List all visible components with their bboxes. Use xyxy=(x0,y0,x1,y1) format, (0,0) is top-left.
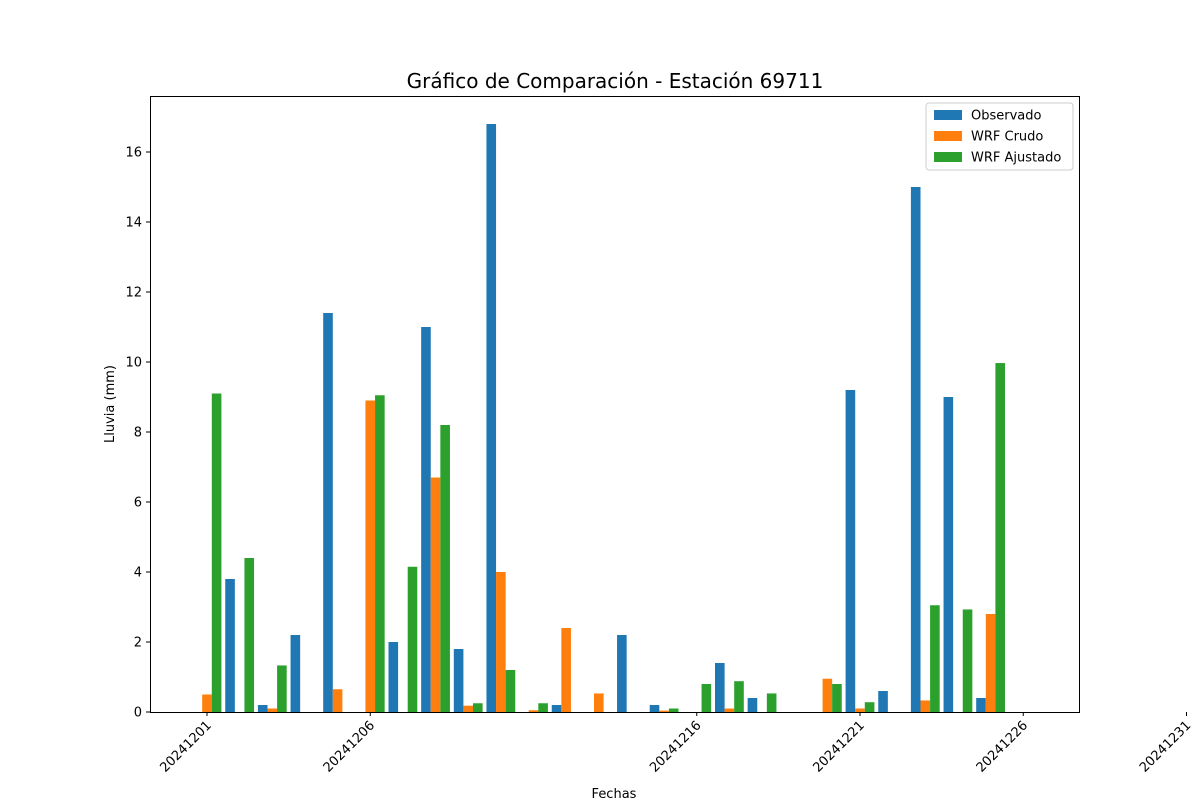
bar-wrf-crudo-20241223 xyxy=(920,700,931,712)
x-tick-label: 20241226 xyxy=(974,718,1031,775)
y-axis-label: Lluvia (mm) xyxy=(103,365,118,443)
bar-observado-20241205 xyxy=(323,313,333,712)
y-tick-label: 12 xyxy=(125,286,142,301)
bar-observado-20241217 xyxy=(715,663,725,712)
x-tick-label: 20241216 xyxy=(647,718,704,775)
bar-wrf-ajustado-20241201 xyxy=(211,393,222,712)
y-axis: 0 2 4 6 8 10 12 14 16 xyxy=(125,146,150,721)
bar-wrf-crudo-20241212 xyxy=(561,628,571,712)
bar-wrf-ajustado-20241217 xyxy=(734,681,744,712)
y-tick-label: 10 xyxy=(125,356,142,371)
bar-observado-20241225 xyxy=(976,698,986,712)
y-tick-label: 0 xyxy=(134,706,142,721)
legend-swatch-wrf-crudo xyxy=(934,131,962,141)
y-tick-label: 8 xyxy=(134,426,142,441)
y-tick-label: 6 xyxy=(134,496,142,511)
x-tick-label: 20241206 xyxy=(321,718,378,775)
bar-wrf-ajustado-20241223 xyxy=(930,605,940,712)
x-tick-label: 20241201 xyxy=(157,718,214,775)
bar-observado-20241208 xyxy=(421,327,431,712)
legend-label-wrf-ajustado: WRF Ajustado xyxy=(971,151,1061,166)
bar-wrf-ajustado-20241210 xyxy=(505,670,516,712)
y-tick-label: 14 xyxy=(125,216,142,231)
plot-frame xyxy=(150,96,1080,713)
bar-observado-20241221 xyxy=(845,390,856,712)
bar-wrf-crudo-20241201 xyxy=(202,694,212,712)
y-tick-label: 16 xyxy=(125,146,142,161)
bar-observado-20241207 xyxy=(388,642,399,712)
legend-box xyxy=(925,102,1074,171)
bar-observado-20241203 xyxy=(257,705,268,712)
y-tick-label: 4 xyxy=(134,566,142,581)
legend-label-wrf-crudo: WRF Crudo xyxy=(971,130,1043,145)
bar-wrf-crudo-20241215 xyxy=(659,710,669,712)
bar-wrf-ajustado-20241218 xyxy=(766,693,777,712)
bar-wrf-crudo-20241221 xyxy=(855,708,865,712)
bar-observado-20241212 xyxy=(551,705,562,712)
x-axis: 20241201 20241206 20241216 20241221 20241226… xyxy=(157,712,1194,776)
bar-wrf-crudo-20241225 xyxy=(985,614,996,712)
bar-wrf-ajustado-20241220 xyxy=(832,684,842,712)
bar-wrf-ajustado-20241207 xyxy=(407,566,418,712)
bar-wrf-crudo-20241220 xyxy=(822,678,833,712)
bar-wrf-crudo-20241205 xyxy=(332,689,343,712)
bar-observado-20241223 xyxy=(910,187,921,712)
bar-wrf-ajustado-20241203 xyxy=(277,665,287,712)
bar-observado-20241215 xyxy=(649,705,660,712)
legend-swatch-wrf-ajustado xyxy=(934,152,962,162)
x-axis-label: Fechas xyxy=(592,787,637,800)
y-tick-label: 2 xyxy=(134,636,142,651)
bar-observado-20241210 xyxy=(486,124,497,712)
bar-observado-20241224 xyxy=(943,397,954,712)
bar-observado-20241202 xyxy=(225,579,235,712)
bar-observado-20241209 xyxy=(453,649,464,712)
bar-wrf-ajustado-20241208 xyxy=(440,425,450,712)
bar-wrf-crudo-20241213 xyxy=(594,693,604,712)
bar-wrf-crudo-20241209 xyxy=(463,705,473,712)
bar-wrf-ajustado-20241209 xyxy=(473,703,483,712)
bar-wrf-crudo-20241211 xyxy=(528,710,539,712)
legend-swatch-observado xyxy=(934,110,962,120)
bar-observado-20241218 xyxy=(747,698,758,712)
bar-wrf-ajustado-20241221 xyxy=(864,702,875,712)
bar-wrf-ajustado-20241225 xyxy=(995,363,1005,712)
bar-wrf-ajustado-20241215 xyxy=(668,708,679,712)
x-tick-label: 20241221 xyxy=(810,718,867,775)
bar-wrf-ajustado-20241216 xyxy=(701,684,712,712)
bars-group xyxy=(202,124,1005,712)
bar-wrf-crudo-20241208 xyxy=(430,477,441,712)
bar-observado-20241204 xyxy=(290,635,301,712)
bar-wrf-ajustado-20241202 xyxy=(244,558,255,712)
legend-label-observado: Observado xyxy=(971,109,1042,124)
bar-observado-20241214 xyxy=(617,635,627,712)
bar-wrf-crudo-20241217 xyxy=(724,708,735,712)
bar-observado-20241222 xyxy=(878,691,888,712)
bar-wrf-crudo-20241206 xyxy=(365,400,376,712)
bar-wrf-crudo-20241210 xyxy=(496,572,506,712)
bar-wrf-crudo-20241203 xyxy=(267,708,278,712)
bar-wrf-ajustado-20241211 xyxy=(538,703,548,712)
legend: Observado WRF Crudo WRF Ajustado xyxy=(925,102,1074,171)
bar-wrf-ajustado-20241206 xyxy=(375,395,385,712)
bar-wrf-ajustado-20241224 xyxy=(962,609,973,712)
chart-title: Gráfico de Comparación - Estación 69711 xyxy=(407,69,824,93)
x-tick-label: 20241231 xyxy=(1137,718,1194,775)
